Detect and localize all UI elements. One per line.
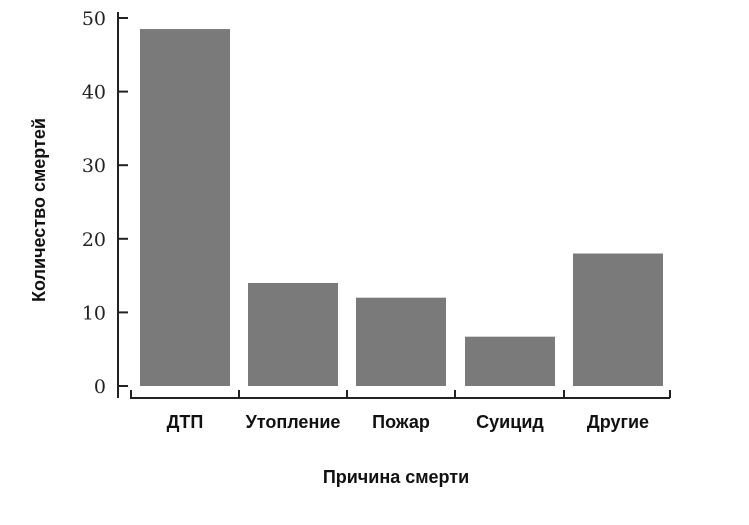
y-axis-title: Количество смертей (29, 118, 49, 302)
bar (465, 336, 555, 386)
axes-group (117, 12, 670, 399)
x-tick-label: Утопление (246, 412, 341, 432)
y-tick-label: 10 (82, 302, 106, 324)
x-axis-title: Причина смерти (323, 467, 469, 487)
bar (356, 297, 446, 386)
y-tick-label: 40 (82, 82, 106, 104)
y-tick-label: 30 (82, 155, 106, 177)
bar (248, 282, 338, 386)
x-tick-label: Другие (587, 412, 649, 432)
bars-group (140, 29, 663, 386)
x-tick-labels-group: ДТП Утопление Пожар Суицид Другие (167, 412, 649, 432)
bar (140, 29, 230, 386)
x-tick-label: Пожар (372, 412, 430, 432)
y-tick-label: 20 (82, 229, 106, 251)
x-tick-label: Суицид (476, 412, 544, 432)
x-ticks-group (130, 390, 671, 398)
y-ticks-group: 0 10 20 30 40 50 (82, 8, 128, 398)
y-tick-label: 50 (82, 8, 106, 30)
bar (573, 253, 663, 386)
x-tick-label: ДТП (167, 412, 204, 432)
y-tick-label: 0 (94, 376, 106, 398)
